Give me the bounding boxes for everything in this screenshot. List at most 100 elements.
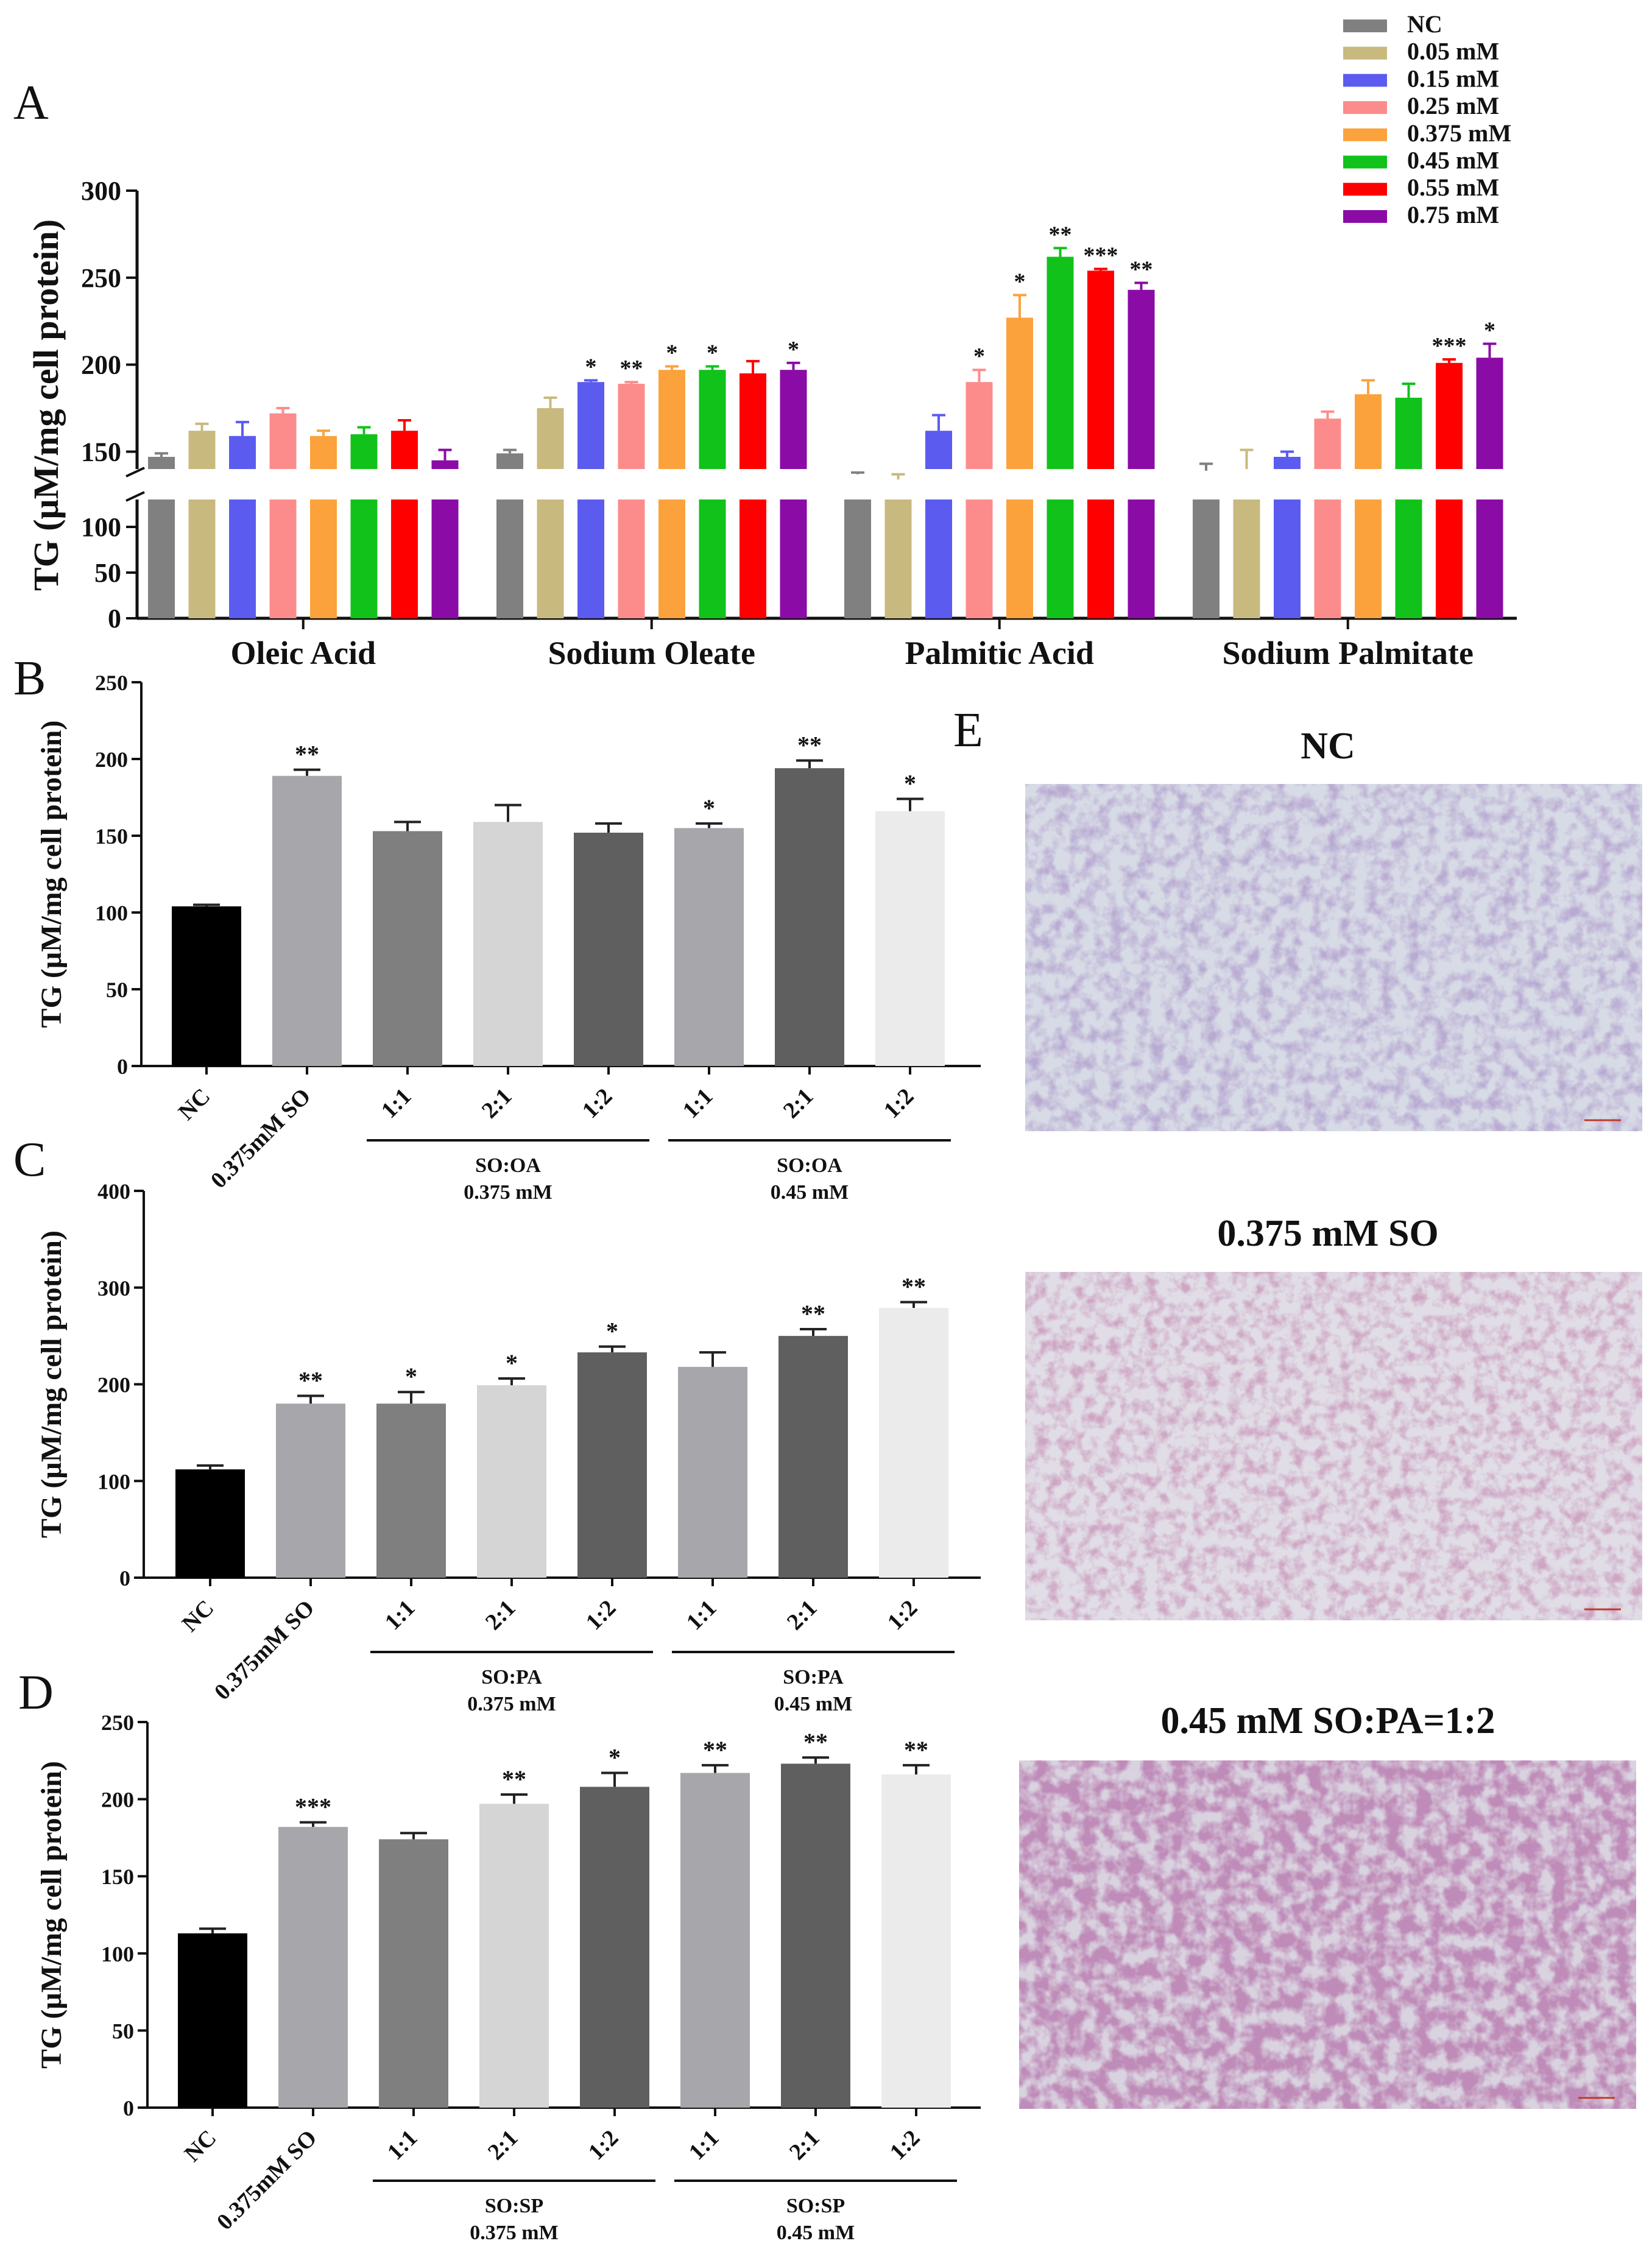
significance-mark: * [606, 1318, 618, 1345]
panel-letter-b: B [13, 652, 46, 705]
bar [477, 1385, 546, 1578]
micrograph-so [1025, 1272, 1642, 1620]
significance-mark: * [1014, 269, 1026, 294]
bar [350, 434, 378, 469]
bar-lower [1314, 499, 1341, 618]
bar [775, 768, 844, 1066]
significance-mark: *** [1432, 333, 1467, 359]
bar [618, 384, 645, 469]
bar-lower [269, 499, 297, 618]
bar [577, 1352, 647, 1578]
legend-swatch [1343, 128, 1387, 141]
x-category-label: 1:1 [684, 2125, 724, 2166]
y-axis-label: TG (μM/mg cell protein) [35, 721, 68, 1028]
significance-mark: ** [904, 1736, 928, 1763]
bar [780, 370, 807, 469]
y-tick-label: 300 [97, 1276, 130, 1301]
bar [1274, 457, 1301, 469]
bar [678, 1366, 747, 1578]
significance-mark: ** [620, 356, 643, 381]
panel-letter-d: D [18, 1666, 54, 1720]
legend-label: 0.55 mM [1407, 174, 1499, 201]
bar [680, 1773, 750, 2108]
bar-lower [1233, 499, 1260, 618]
y-tick-label: 100 [81, 512, 121, 542]
y-tick-label: 250 [95, 671, 128, 695]
y-tick-label: 200 [97, 1373, 130, 1397]
significance-mark: ** [703, 1736, 727, 1763]
bar [965, 382, 993, 469]
bar-lower [188, 499, 216, 618]
x-category-label: 1:1 [376, 1084, 417, 1124]
bar [1006, 317, 1033, 469]
bar-lower [148, 499, 175, 618]
x-category-label: Sodium Oleate [548, 635, 755, 671]
bar [1395, 397, 1422, 469]
y-tick-label: 400 [97, 1179, 130, 1204]
significance-mark: * [707, 340, 718, 365]
bar [881, 1774, 951, 2108]
significance-mark: ** [902, 1273, 926, 1301]
group-sublabel: 0.45 mM [777, 2222, 855, 2244]
significance-mark: ** [502, 1765, 526, 1793]
significance-mark: ** [797, 732, 822, 759]
y-tick-label: 200 [101, 1788, 134, 1812]
significance-mark: * [703, 794, 715, 822]
legend-swatch [1343, 74, 1387, 87]
bar [875, 811, 945, 1066]
bar-lower [1395, 499, 1422, 618]
bar [431, 460, 459, 469]
bar [674, 828, 744, 1066]
panel-letter-a: A [13, 76, 49, 130]
bar-lower [1436, 499, 1463, 618]
significance-mark: * [585, 354, 597, 379]
legend-swatch [1343, 19, 1387, 32]
x-category-label: 1:1 [678, 1084, 718, 1124]
y-tick-label: 250 [81, 263, 121, 293]
panel-letter-c: C [13, 1133, 46, 1187]
bar [376, 1403, 446, 1578]
y-tick-label: 150 [81, 437, 121, 467]
legend-swatch [1343, 101, 1387, 115]
significance-mark: ** [295, 741, 319, 768]
x-category-label: 2:1 [477, 1084, 517, 1124]
y-axis-label: TG (μM/mg cell protein) [26, 219, 66, 591]
significance-mark: * [904, 770, 916, 797]
significance-mark: ** [801, 1300, 825, 1327]
significance-mark: * [506, 1349, 518, 1377]
x-category-label: 2:1 [483, 2125, 523, 2166]
bar-lower [1006, 499, 1033, 618]
axis-break-mark [125, 491, 145, 502]
group-sublabel: 0.45 mM [771, 1181, 849, 1204]
significance-mark: ** [1049, 222, 1072, 247]
bar-lower [844, 499, 871, 618]
bar-lower [1476, 499, 1503, 618]
y-tick-label: 50 [106, 978, 128, 1002]
micrograph-sopa [1019, 1760, 1636, 2109]
bar [537, 408, 564, 469]
y-tick-label: 0 [117, 1054, 128, 1079]
bar-lower [310, 499, 337, 618]
x-category-label: 2:1 [782, 1595, 822, 1636]
bar-lower [577, 499, 604, 618]
y-tick-label: 100 [97, 1469, 130, 1494]
bar [276, 1403, 345, 1578]
bar [178, 1933, 247, 2108]
significance-mark: *** [1084, 243, 1118, 269]
y-tick-label: 0 [119, 1566, 130, 1590]
bar [1436, 362, 1463, 469]
bar [699, 370, 726, 469]
x-category-label: 1:2 [584, 2125, 624, 2166]
x-category-label: 1:2 [883, 1595, 923, 1636]
bar-lower [925, 499, 952, 618]
x-category-label: Oleic Acid [231, 635, 376, 671]
x-category-label: NC [180, 2125, 222, 2167]
y-axis-label: TG (μM/mg cell protein) [35, 1230, 68, 1538]
group-label: SO:SP [485, 2195, 543, 2217]
legend-swatch [1343, 155, 1387, 169]
bar [1476, 358, 1503, 469]
bar-lower [780, 499, 807, 618]
bar [278, 1827, 348, 2108]
chart-a: 0 50 100 150 200 250 300 TG (μM/mg cell protein… [26, 10, 1517, 671]
